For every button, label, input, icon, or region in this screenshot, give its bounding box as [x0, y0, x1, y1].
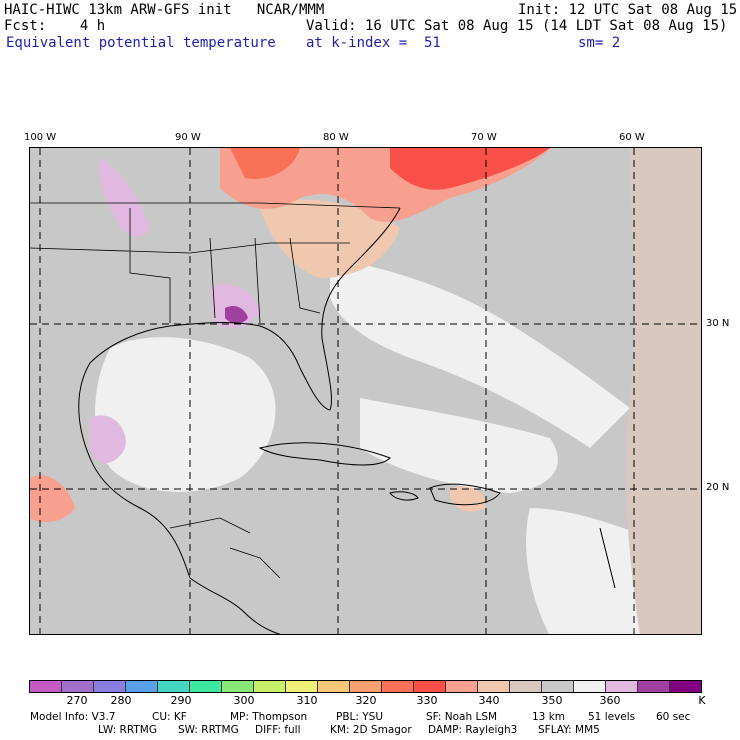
- colorbar-swatch: [542, 681, 574, 692]
- colorbar-swatch: [638, 681, 670, 692]
- colorbar-swatch: [606, 681, 638, 692]
- border-texas: [129, 208, 171, 323]
- footer-mp: MP: Thompson: [230, 711, 308, 723]
- field-east-tan: [625, 148, 701, 634]
- colorbar-swatch: [510, 681, 542, 692]
- colorbar-unit: K: [698, 694, 706, 707]
- footer-levels: 51 levels: [588, 711, 636, 723]
- k-index: at k-index = 51: [306, 35, 441, 51]
- graticule: [30, 148, 701, 634]
- border-mississippi: [209, 237, 216, 319]
- jamaica-outline: [389, 491, 419, 501]
- lat-label-30n: 30 N: [706, 318, 730, 329]
- smoothing: sm= 2: [578, 35, 621, 51]
- colorbar-tick: 300: [233, 694, 255, 707]
- central-america-coast: [189, 577, 281, 634]
- field-appalachian-hot: [230, 148, 300, 179]
- lesser-antilles: [599, 527, 616, 589]
- field-caribbean-light: [360, 398, 558, 493]
- field-hispaniola-tan: [450, 486, 486, 512]
- theta-e-map: [29, 147, 702, 635]
- footer-lw: LW: RRTMG: [98, 724, 157, 736]
- field-mexico-purple: [90, 415, 126, 463]
- colorbar-tick: 330: [416, 694, 438, 707]
- political-borders: [30, 202, 401, 579]
- colorbar-swatch: [158, 681, 190, 692]
- colorbar-swatch: [30, 681, 62, 692]
- border-alabama: [254, 237, 261, 324]
- footer-model-info: Model Info: V3.7: [30, 711, 116, 723]
- lon-label-80w: 80 W: [323, 132, 349, 143]
- colorbar: [29, 680, 702, 693]
- colorbar-swatch: [222, 681, 254, 692]
- colorbar-swatch: [414, 681, 446, 692]
- lon-label-60w: 60 W: [619, 132, 645, 143]
- colorbar-swatch: [446, 681, 478, 692]
- colorbar-swatch: [350, 681, 382, 692]
- colorbar-swatch: [478, 681, 510, 692]
- field-gulf-light: [95, 337, 276, 492]
- footer-timestep: 60 sec: [656, 711, 691, 723]
- gulf-coast: [78, 207, 401, 579]
- border-georgia: [289, 237, 321, 314]
- footer-sw: SW: RRTMG: [178, 724, 239, 736]
- lon-label-100w: 100 W: [24, 132, 57, 143]
- border-central-america: [229, 547, 281, 579]
- footer-diff: DIFF: full: [255, 724, 301, 736]
- init-time: Init: 12 UTC Sat 08 Aug 15: [518, 2, 738, 18]
- colorbar-swatch: [286, 681, 318, 692]
- hispaniola-outline: [429, 483, 501, 506]
- footer-km: KM: 2D Smagor: [330, 724, 412, 736]
- footer-damp: DAMP: Rayleigh3: [428, 724, 518, 736]
- colorbar-tick: 340: [478, 694, 500, 707]
- colorbar-tick: 290: [170, 694, 192, 707]
- colorbar-swatch: [670, 681, 701, 692]
- lon-label-70w: 70 W: [471, 132, 497, 143]
- border-north-2: [30, 242, 350, 254]
- lon-label-90w: 90 W: [175, 132, 201, 143]
- colorbar-swatch: [574, 681, 606, 692]
- footer-resolution: 13 km: [532, 711, 566, 723]
- colorbar-swatch: [382, 681, 414, 692]
- colorbar-swatch: [190, 681, 222, 692]
- colorbar-swatch: [94, 681, 126, 692]
- footer-sf: SF: Noah LSM: [426, 711, 498, 723]
- colorbar-swatch: [62, 681, 94, 692]
- colorbar-swatch: [318, 681, 350, 692]
- colorbar-tick: 360: [599, 694, 621, 707]
- forecast-hour: Fcst: 4 h: [4, 18, 106, 34]
- colorbar-swatch: [254, 681, 286, 692]
- field-mexico-warm: [30, 475, 75, 523]
- footer-cu: CU: KF: [152, 711, 187, 723]
- cuba-outline: [258, 442, 391, 466]
- field-ocean-light: [330, 258, 630, 448]
- colorbar-tick: 320: [355, 694, 377, 707]
- colorbar-swatch: [126, 681, 158, 692]
- border-mexico-guatemala: [169, 517, 251, 534]
- colorbar-tick: 310: [296, 694, 318, 707]
- coastlines: [78, 207, 616, 634]
- border-north-1: [30, 202, 401, 209]
- map-canvas: [30, 148, 701, 634]
- colorbar-tick: 270: [66, 694, 88, 707]
- colorbar-tick: 350: [541, 694, 563, 707]
- field-plains-purple: [98, 158, 150, 237]
- model-title: HAIC-HIWC 13km ARW-GFS init NCAR/MMM: [4, 2, 325, 18]
- field-northeast-hot: [390, 148, 550, 190]
- field-carolina-tan: [260, 199, 400, 278]
- field-louisiana-deep: [225, 306, 248, 324]
- field-name: Equivalent potential temperature: [6, 35, 276, 51]
- footer-pbl: PBL: YSU: [336, 711, 384, 723]
- valid-time: Valid: 16 UTC Sat 08 Aug 15 (14 LDT Sat …: [306, 18, 728, 34]
- colorbar-tick: 280: [110, 694, 132, 707]
- lat-label-20n: 20 N: [706, 482, 730, 493]
- footer-sflay: SFLAY: MM5: [538, 724, 600, 736]
